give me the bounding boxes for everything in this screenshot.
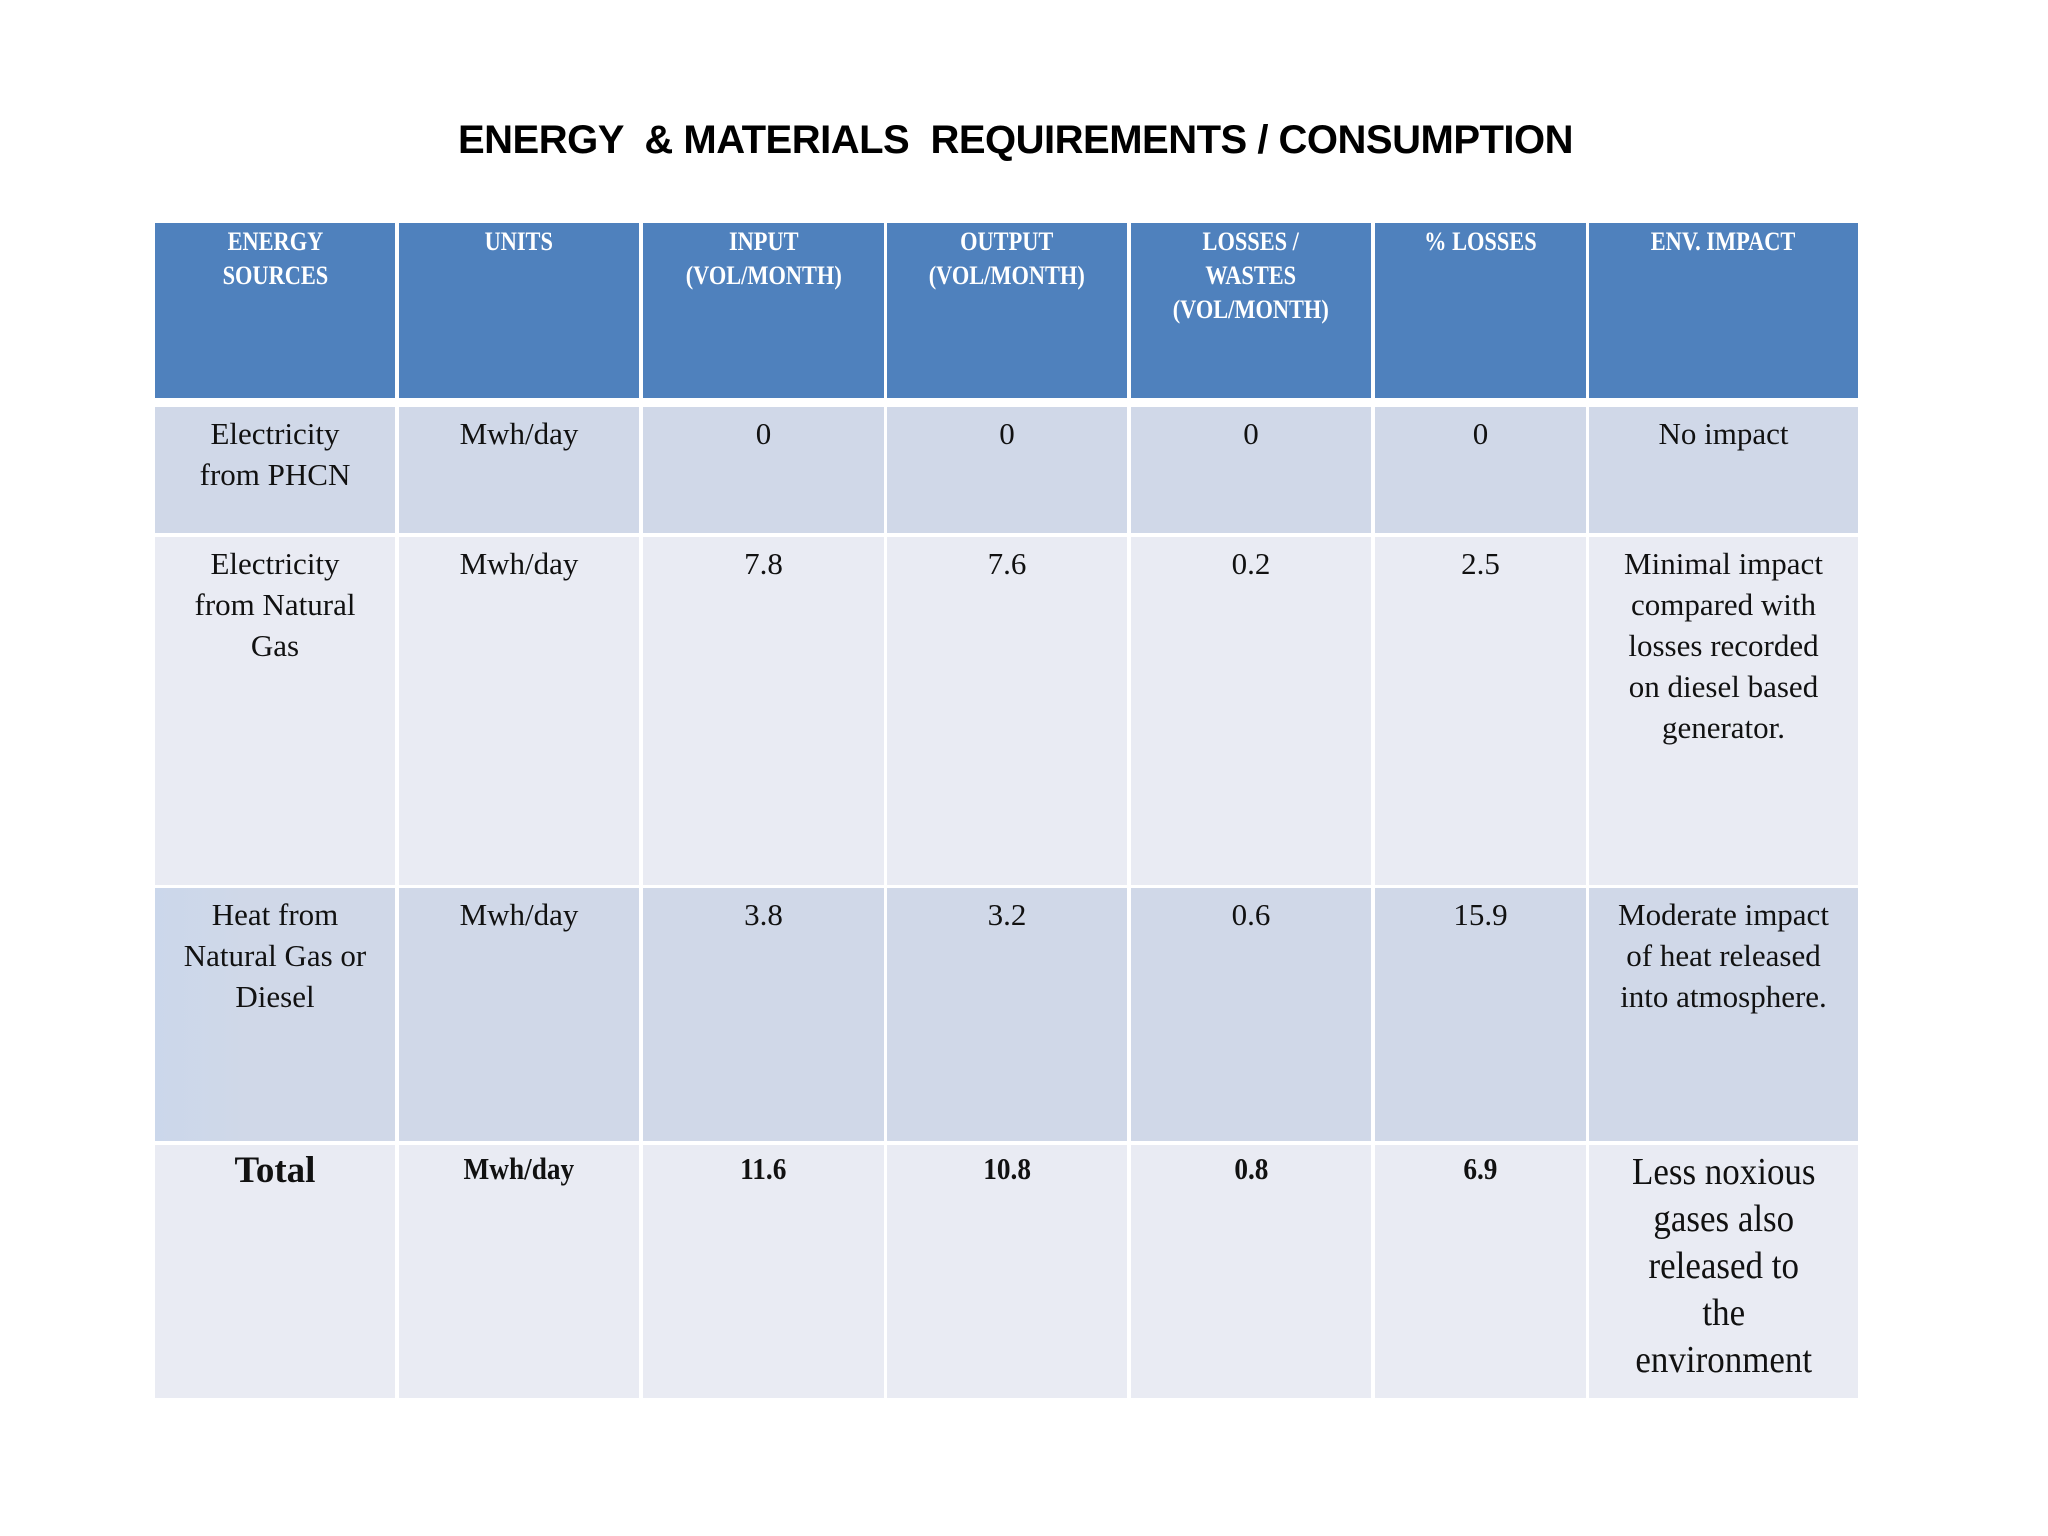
row1-losses: 0: [1131, 407, 1371, 533]
row3-env-impact: Moderate impact of heat released into at…: [1589, 888, 1858, 1141]
total-pct-losses: 6.9: [1375, 1145, 1586, 1398]
row2-output: 7.6: [887, 537, 1127, 885]
header-losses-wastes: LOSSES / WASTES (VOL/MONTH): [1131, 223, 1371, 398]
row1-input: 0: [643, 407, 884, 533]
total-losses: 0.8: [1131, 1145, 1371, 1398]
total-input: 11.6: [643, 1145, 884, 1398]
row3-losses: 0.6: [1131, 888, 1371, 1141]
total-units: Mwh/day: [399, 1145, 639, 1398]
row1-units: Mwh/day: [399, 407, 639, 533]
row2-input: 7.8: [643, 537, 884, 885]
row3-units: Mwh/day: [399, 888, 639, 1141]
total-env-impact: Less noxious gases also released to the …: [1589, 1145, 1858, 1398]
total-label: Total: [155, 1145, 395, 1398]
energy-table: ENERGY SOURCES UNITS INPUT (VOL/MONTH) O…: [155, 223, 1858, 1398]
row2-units: Mwh/day: [399, 537, 639, 885]
row1-pct-losses: 0: [1375, 407, 1586, 533]
row2-source: Electricity from Natural Gas: [155, 537, 395, 885]
row1-source: Electricity from PHCN: [155, 407, 395, 533]
total-output: 10.8: [887, 1145, 1127, 1398]
header-env-impact: ENV. IMPACT: [1589, 223, 1858, 398]
page-title: ENERGY & MATERIALS REQUIREMENTS / CONSUM…: [457, 118, 1574, 162]
header-input: INPUT (VOL/MONTH): [643, 223, 884, 398]
row1-env-impact: No impact: [1589, 407, 1858, 533]
row2-losses: 0.2: [1131, 537, 1371, 885]
row3-output: 3.2: [887, 888, 1127, 1141]
header-output: OUTPUT (VOL/MONTH): [887, 223, 1127, 398]
header-units: UNITS: [399, 223, 639, 398]
header-energy-sources: ENERGY SOURCES: [155, 223, 395, 398]
row2-env-impact: Minimal impact compared with losses reco…: [1589, 537, 1858, 885]
header-pct-losses: % LOSSES: [1375, 223, 1586, 398]
row1-output: 0: [887, 407, 1127, 533]
row3-source: Heat from Natural Gas or Diesel: [155, 888, 395, 1141]
row3-input: 3.8: [643, 888, 884, 1141]
row3-pct-losses: 15.9: [1375, 888, 1586, 1141]
row2-pct-losses: 2.5: [1375, 537, 1586, 885]
